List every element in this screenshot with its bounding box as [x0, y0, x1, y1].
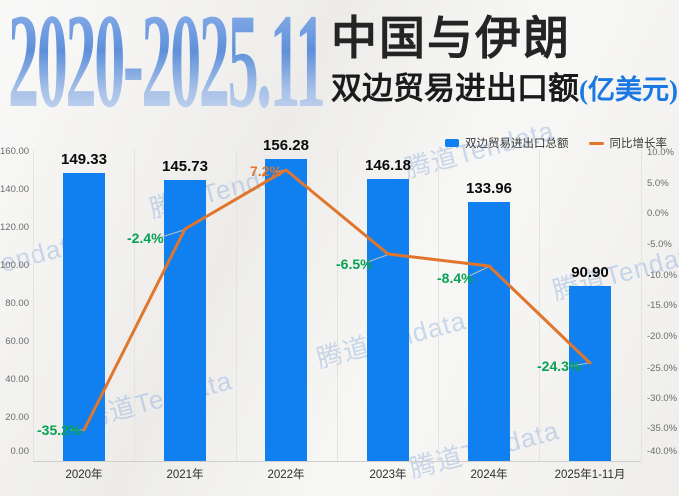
x-axis-label: 2023年 [369, 469, 407, 481]
growth-label-2021: -2.4% [127, 230, 164, 246]
bar-value-label: 156.28 [263, 137, 309, 154]
line-series-legend-label: 同比增长率 [609, 138, 668, 150]
right-axis-tick: -40.0% [647, 446, 678, 457]
gridline [337, 150, 338, 461]
bar-value-label: 145.73 [162, 158, 208, 175]
gridline [134, 150, 135, 461]
gridline [236, 150, 237, 461]
gridline [33, 150, 34, 461]
x-axis-label: 2021年 [166, 469, 204, 481]
subtitle-text: 双边贸易进出口额 [331, 71, 579, 106]
left-axis-tick: 40.00 [5, 374, 29, 385]
right-axis-tick: 10.0% [647, 147, 674, 158]
right-axis-tick: 5.0% [647, 178, 669, 189]
gridline [641, 150, 642, 461]
x-axis-line [33, 461, 641, 462]
bar-2021 [164, 180, 206, 461]
growth-label-2022: 7.2% [250, 163, 282, 179]
bar-series-swatch-icon [445, 139, 459, 147]
legend: 双边贸易进出口总额 同比增长率 [445, 135, 667, 151]
right-axis-tick: -5.0% [647, 239, 672, 250]
x-axis-label: 2025年1-11月 [554, 469, 626, 481]
line-series-swatch-icon [588, 141, 604, 145]
subtitle: 双边贸易进出口额(亿美元) [331, 70, 678, 107]
x-axis-label: 2022年 [267, 469, 305, 481]
growth-label-2025: -24.3% [537, 358, 582, 374]
right-axis-tick: -25.0% [647, 363, 678, 374]
right-axis-tick: -20.0% [647, 331, 678, 342]
main-title: 中国与伊朗 [331, 13, 571, 64]
left-axis-tick: 20.00 [5, 412, 29, 423]
growth-label-2020: -35.2% [37, 422, 82, 438]
left-axis-tick: 140.00 [0, 184, 30, 195]
bar-2023 [367, 179, 409, 461]
bar-value-label: 133.96 [466, 180, 512, 197]
left-axis-tick: 160.00 [0, 146, 30, 157]
bar-value-label: 90.90 [571, 264, 609, 281]
gridline [539, 150, 540, 461]
right-axis-tick: 0.0% [647, 208, 669, 219]
bar-series-legend-label: 双边贸易进出口总额 [465, 138, 569, 150]
gridline [438, 150, 439, 461]
left-axis-tick: 60.00 [5, 336, 29, 347]
growth-label-2024: -8.4% [437, 270, 474, 286]
left-axis-tick: 0.00 [10, 446, 30, 457]
bar-2020 [63, 173, 105, 461]
right-axis-tick: -15.0% [647, 300, 678, 311]
bar-2024 [468, 202, 510, 461]
bar-value-label: 149.33 [61, 151, 107, 168]
unit-label: (亿美元) [579, 75, 678, 105]
bar-2022 [265, 159, 307, 461]
left-axis-tick: 120.00 [0, 222, 30, 233]
period-title: 2020-2025.11 [8, 0, 326, 129]
bar-value-label: 146.18 [365, 157, 411, 174]
right-axis-tick: -10.0% [647, 270, 678, 281]
left-axis-tick: 100.00 [0, 260, 30, 271]
right-axis-tick: -35.0% [647, 423, 678, 434]
growth-label-2023: -6.5% [336, 256, 373, 272]
x-axis-label: 2024年 [470, 469, 508, 481]
x-axis-label: 2020年 [65, 469, 103, 481]
left-axis-tick: 80.00 [5, 298, 29, 309]
right-axis-tick: -30.0% [647, 393, 678, 404]
